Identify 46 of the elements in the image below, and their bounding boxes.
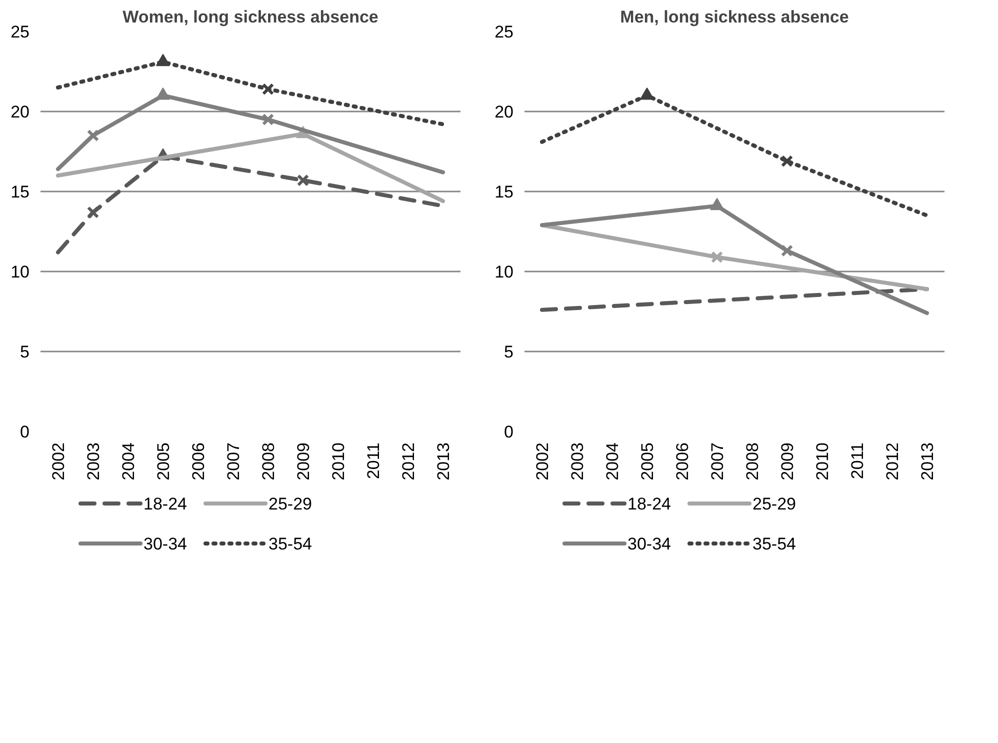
- x-tick-label: 2004: [603, 442, 622, 480]
- x-tick-label: 2010: [813, 442, 832, 480]
- legend-label: 18-24: [144, 494, 187, 514]
- legend-label: 25-29: [752, 494, 796, 514]
- y-tick-label: 15: [494, 182, 514, 202]
- x-tick-label: 2013: [434, 442, 453, 480]
- x-tick-label: 2008: [743, 442, 762, 480]
- x-tick-label: 2011: [364, 442, 383, 480]
- y-tick-label: 10: [494, 262, 514, 282]
- x-tick-label: 2008: [259, 442, 278, 480]
- x-tick-label: 2002: [49, 442, 68, 480]
- x-tick-label: 2002: [533, 442, 552, 480]
- x-tick-label: 2013: [918, 442, 937, 480]
- x-tick-label: 2004: [119, 442, 138, 480]
- x-tick-label: 2009: [778, 442, 797, 480]
- x-tick-label: 2007: [708, 442, 727, 480]
- chart-title: Men, long sickness absence: [620, 8, 849, 26]
- legend-label: 18-24: [628, 494, 671, 514]
- y-tick-label: 0: [20, 422, 30, 442]
- y-tick-label: 0: [504, 422, 514, 442]
- x-tick-label: 2005: [638, 442, 657, 480]
- y-tick-label: 25: [494, 22, 514, 42]
- legend-label: 35-54: [752, 534, 796, 554]
- legend-label: 30-34: [628, 534, 671, 554]
- x-tick-label: 2012: [399, 442, 418, 480]
- x-tick-label: 2012: [883, 442, 902, 480]
- y-tick-label: 5: [504, 342, 514, 362]
- y-tick-label: 20: [10, 102, 30, 122]
- x-tick-label: 2003: [568, 442, 587, 480]
- legend-label: 25-29: [268, 494, 312, 514]
- y-tick-label: 20: [494, 102, 514, 122]
- x-tick-label: 2003: [84, 442, 103, 480]
- y-tick-label: 10: [10, 262, 30, 282]
- legend-label: 35-54: [268, 534, 312, 554]
- x-tick-label: 2006: [189, 442, 208, 480]
- legend-label: 30-34: [144, 534, 187, 554]
- x-tick-label: 2010: [329, 442, 348, 480]
- x-tick-label: 2006: [673, 442, 692, 480]
- y-tick-label: 5: [20, 342, 30, 362]
- y-tick-label: 15: [10, 182, 30, 202]
- x-tick-label: 2005: [154, 442, 173, 480]
- x-tick-label: 2009: [294, 442, 313, 480]
- chart-title: Women, long sickness absence: [122, 8, 378, 26]
- x-tick-label: 2011: [848, 442, 867, 480]
- x-tick-label: 2007: [224, 442, 243, 480]
- y-tick-label: 25: [10, 22, 30, 42]
